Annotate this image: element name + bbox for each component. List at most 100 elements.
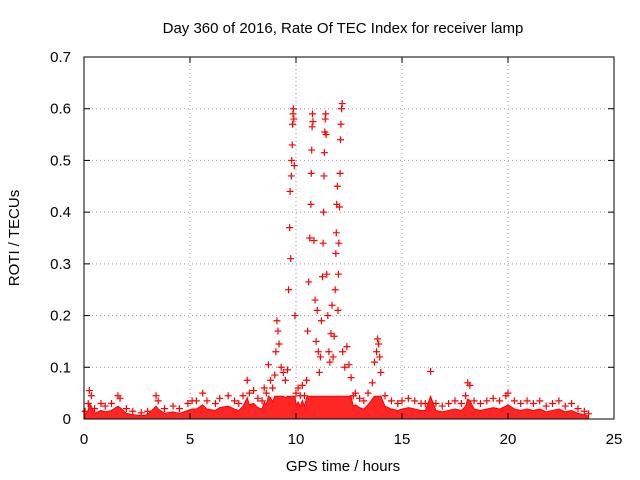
- data-point-marker: [309, 110, 317, 118]
- data-point-marker: [574, 405, 582, 413]
- data-point-marker: [85, 387, 93, 395]
- axis-ticks: 0 5 10 15 20 25 0 0.1 0.2 0.3 0.4 0.5 0.6 0.7: [50, 49, 622, 448]
- dense-data-band: [84, 394, 590, 420]
- data-point-marker: [294, 384, 302, 392]
- data-point-marker: [337, 120, 345, 128]
- data-point-marker: [309, 118, 317, 126]
- data-point-marker: [334, 306, 342, 314]
- x-tick-label: 5: [186, 431, 194, 448]
- data-point-marker: [432, 399, 440, 407]
- data-point-marker: [332, 250, 340, 258]
- data-point-marker: [345, 361, 353, 369]
- data-point-marker: [122, 405, 130, 413]
- data-point-marker: [91, 405, 99, 413]
- data-point-marker: [101, 402, 109, 410]
- data-point-marker: [320, 208, 328, 216]
- data-point-marker: [298, 381, 306, 389]
- data-point-marker: [476, 399, 484, 407]
- data-point-marker: [510, 397, 518, 405]
- data-point-marker: [224, 392, 232, 400]
- data-point-marker: [381, 392, 389, 400]
- data-point-marker: [404, 394, 412, 402]
- data-point-marker: [314, 348, 322, 356]
- data-point-marker: [421, 399, 429, 407]
- y-tick-label: 0.5: [50, 152, 71, 169]
- data-point-marker: [438, 402, 446, 410]
- data-point-marker: [275, 340, 283, 348]
- data-point-marker: [239, 392, 247, 400]
- x-tick-label: 25: [606, 431, 623, 448]
- data-point-marker: [324, 312, 332, 320]
- y-tick-label: 0.2: [50, 308, 71, 325]
- data-points: [81, 100, 593, 418]
- data-point-marker: [315, 368, 323, 376]
- data-point-marker: [335, 203, 343, 211]
- x-tick-label: 20: [500, 431, 517, 448]
- data-point-marker: [323, 270, 331, 278]
- data-point-marker: [523, 397, 531, 405]
- data-point-marker: [192, 397, 200, 405]
- data-point-marker: [288, 141, 296, 149]
- data-point-marker: [137, 409, 145, 417]
- data-point-marker: [317, 317, 325, 325]
- data-point-marker: [291, 312, 299, 320]
- x-tick-label: 10: [288, 431, 305, 448]
- data-point-marker: [555, 397, 563, 405]
- y-tick-label: 0.6: [50, 101, 71, 118]
- y-tick-label: 0.1: [50, 359, 71, 376]
- data-point-marker: [286, 187, 294, 195]
- data-point-marker: [288, 156, 296, 164]
- data-point-marker: [289, 120, 297, 128]
- data-point-marker: [364, 389, 372, 397]
- data-point-marker: [271, 371, 279, 379]
- data-point-marker: [376, 353, 384, 361]
- data-point-marker: [84, 399, 92, 407]
- y-tick-label: 0.4: [50, 204, 71, 221]
- x-tick-label: 15: [394, 431, 411, 448]
- data-point-marker: [287, 172, 295, 180]
- data-point-marker: [351, 389, 359, 397]
- data-point-marker: [339, 348, 347, 356]
- data-point-marker: [306, 234, 314, 242]
- data-point-marker: [338, 105, 346, 113]
- data-point-marker: [267, 376, 275, 384]
- data-point-marker: [97, 399, 105, 407]
- data-point-marker: [184, 399, 192, 407]
- data-point-marker: [203, 397, 211, 405]
- data-point-marker: [377, 368, 385, 376]
- data-point-marker: [320, 149, 328, 157]
- data-point-marker: [81, 407, 89, 415]
- data-point-marker: [374, 335, 382, 343]
- data-point-marker: [254, 394, 262, 402]
- data-point-marker: [504, 389, 512, 397]
- data-point-marker: [335, 239, 343, 247]
- data-point-marker: [338, 100, 346, 108]
- data-point-marker: [580, 407, 588, 415]
- data-point-marker: [290, 162, 298, 170]
- data-point-marker: [375, 340, 383, 348]
- data-point-marker: [329, 353, 337, 361]
- data-point-marker: [303, 376, 311, 384]
- data-point-marker: [332, 229, 340, 237]
- data-point-marker: [129, 407, 137, 415]
- data-point-marker: [496, 397, 504, 405]
- data-point-marker: [561, 402, 569, 410]
- data-point-marker: [489, 394, 497, 402]
- data-point-marker: [272, 348, 280, 356]
- data-point-marker: [411, 397, 419, 405]
- data-point-marker: [243, 376, 251, 384]
- data-point-marker: [260, 384, 268, 392]
- data-point-marker: [427, 367, 435, 375]
- data-point-marker: [304, 327, 312, 335]
- data-point-marker: [292, 389, 300, 397]
- data-point-marker: [287, 255, 295, 263]
- x-tick-label: 0: [80, 431, 88, 448]
- data-point-marker: [325, 348, 333, 356]
- data-point-marker: [286, 224, 294, 232]
- data-point-marker: [216, 394, 224, 402]
- data-point-marker: [144, 407, 152, 415]
- data-point-marker: [290, 115, 298, 123]
- data-point-marker: [331, 286, 339, 294]
- data-point-marker: [542, 402, 550, 410]
- data-point-marker: [300, 392, 308, 400]
